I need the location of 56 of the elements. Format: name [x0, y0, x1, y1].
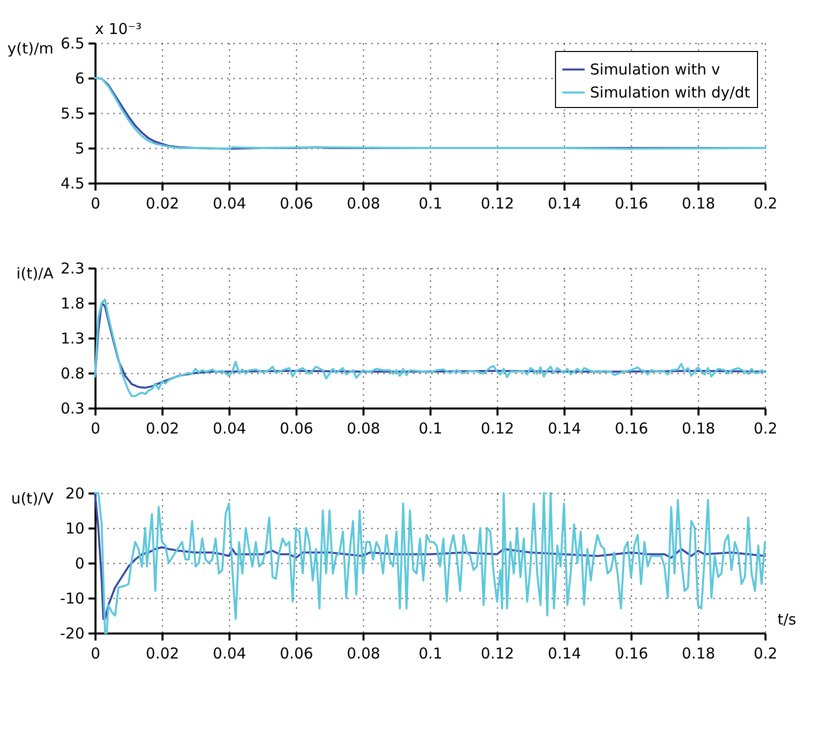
- x-tick-label: 0.14: [548, 644, 582, 662]
- x-tick-label: 0.04: [212, 644, 246, 662]
- x-tick-label: 0.14: [548, 194, 582, 212]
- y-tick-label: 0: [74, 554, 84, 572]
- y-axis-title: i(t)/A: [16, 264, 54, 282]
- x-tick-label: 0.12: [480, 644, 514, 662]
- text: x 10⁻³: [95, 20, 142, 38]
- line-series: [94, 77, 766, 150]
- x-tick-label: 0.16: [614, 644, 648, 662]
- y-tick-label: -20: [60, 624, 84, 642]
- x-tick-label: 0.16: [614, 420, 648, 438]
- y-tick-label: 10: [65, 520, 84, 538]
- y-tick-label: 4.5: [60, 174, 84, 192]
- x-axis-title: t/s: [778, 610, 796, 628]
- x-tick-label: 0.06: [280, 644, 314, 662]
- x-tick-label: 0.18: [682, 644, 716, 662]
- y-tick-label: 6.5: [60, 34, 84, 52]
- x-tick-label: 0.1: [418, 194, 442, 212]
- x-tick-label: 0.06: [280, 194, 314, 212]
- legend-label: Simulation with dy/dt: [590, 84, 750, 102]
- x-tick-label: 0: [90, 194, 100, 212]
- x-tick-label: 0.02: [146, 420, 180, 438]
- y-tick-label: 6: [74, 70, 84, 88]
- x-tick-label: 0.02: [146, 644, 180, 662]
- legend-label: Simulation with v: [590, 60, 720, 78]
- x-tick-label: 0: [90, 644, 100, 662]
- x-tick-label: 0.04: [212, 194, 246, 212]
- x-tick-label: 0.18: [682, 194, 716, 212]
- y-tick-label: 20: [65, 484, 84, 502]
- y-tick-label: 5.5: [60, 104, 84, 122]
- x-tick-label: 0.04: [212, 420, 246, 438]
- x-tick-label: 0.16: [614, 194, 648, 212]
- x-tick-label: 0.06: [280, 420, 314, 438]
- y-tick-label: 0.3: [60, 400, 84, 418]
- x-tick-label: 0.2: [754, 420, 778, 438]
- y-tick-label: -10: [60, 590, 84, 608]
- y-axis-title: y(t)/m: [7, 40, 54, 58]
- x-tick-label: 0.1: [418, 644, 442, 662]
- x-tick-label: 0.12: [480, 194, 514, 212]
- x-tick-label: 0.2: [754, 194, 778, 212]
- y-tick-label: 1.8: [60, 294, 84, 312]
- x-tick-label: 0.2: [754, 644, 778, 662]
- y-axis-title: u(t)/V: [11, 490, 54, 508]
- y-tick-label: 2.3: [60, 260, 84, 278]
- y-tick-label: 0.8: [60, 364, 84, 382]
- x-tick-label: 0.18: [682, 420, 716, 438]
- x-tick-label: 0.14: [548, 420, 582, 438]
- x-tick-label: 0.08: [346, 420, 380, 438]
- x-tick-label: 0.12: [480, 420, 514, 438]
- x-tick-label: 0.08: [346, 194, 380, 212]
- x-tick-label: 0.08: [346, 644, 380, 662]
- x-tick-label: 0.02: [146, 194, 180, 212]
- y-tick-label: 1.3: [60, 330, 84, 348]
- x-tick-label: 0: [90, 420, 100, 438]
- y-tick-label: 5: [74, 140, 84, 158]
- x-tick-label: 0.1: [418, 420, 442, 438]
